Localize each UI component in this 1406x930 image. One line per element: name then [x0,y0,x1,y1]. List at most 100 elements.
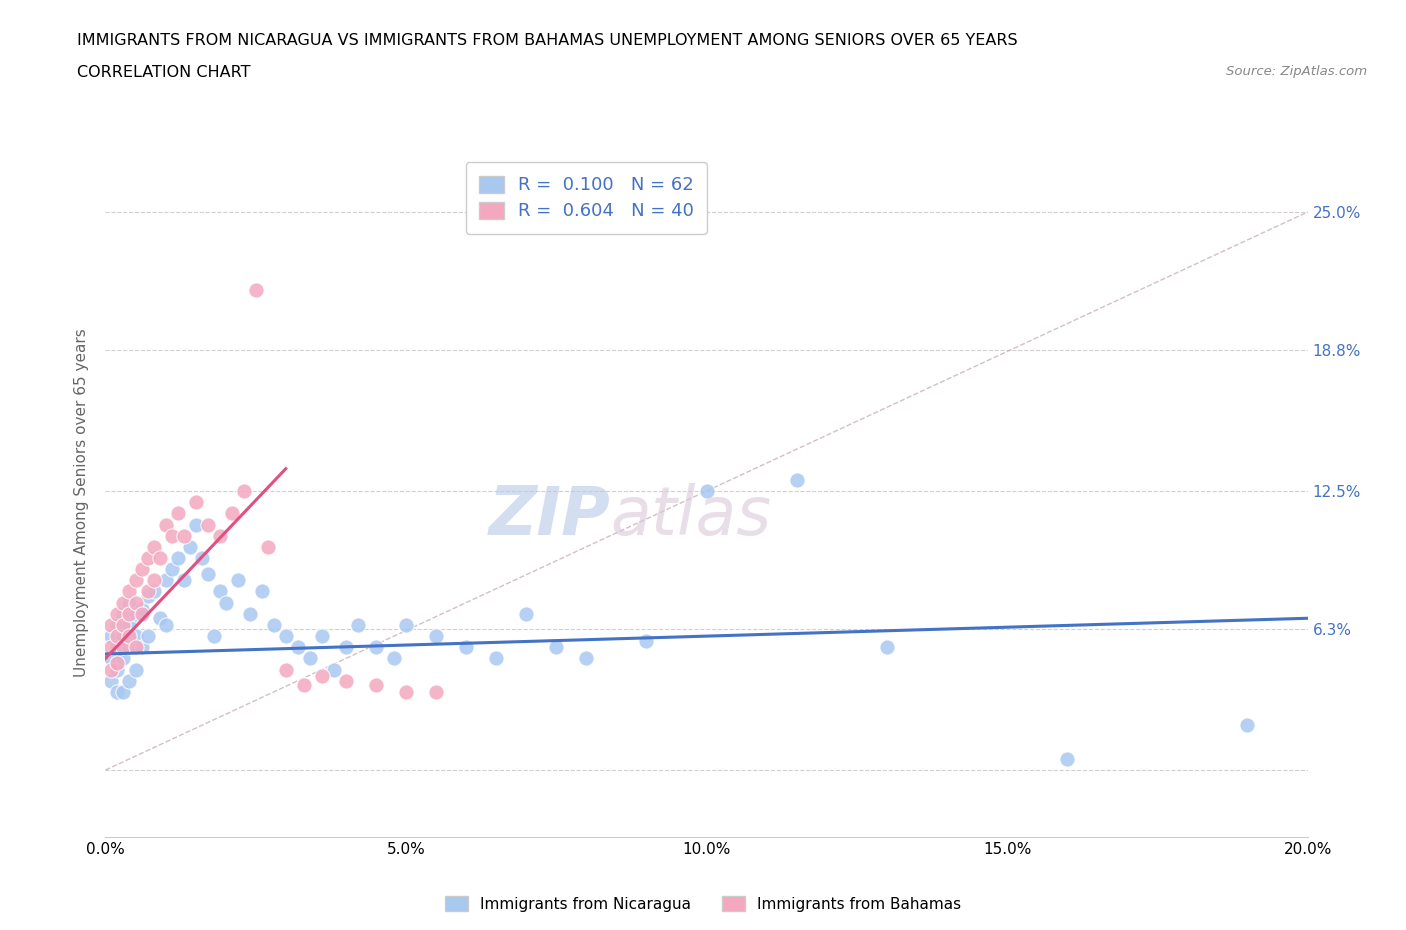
Point [184,495,207,510]
Point [382,651,405,666]
Point [454,640,477,655]
Point [425,684,447,699]
Point [208,528,231,543]
Point [112,640,135,655]
Legend: R =  0.100   N = 62, R =  0.604   N = 40: R = 0.100 N = 62, R = 0.604 N = 40 [465,163,707,233]
Point [107,656,129,671]
Point [118,673,141,688]
Point [173,528,195,543]
Text: ZIP: ZIP [488,483,610,549]
Point [274,662,297,677]
Point [124,606,146,621]
Point [232,484,254,498]
Point [155,517,177,532]
Point [124,662,146,677]
Point [1056,751,1078,766]
Point [124,640,146,655]
Point [118,640,141,655]
Point [292,678,315,693]
Point [100,673,122,688]
Point [107,629,129,644]
Point [100,651,122,666]
Point [112,684,135,699]
Point [179,539,201,554]
Point [256,539,278,554]
Y-axis label: Unemployment Among Seniors over 65 years: Unemployment Among Seniors over 65 years [75,328,90,677]
Point [155,573,177,588]
Point [118,618,141,632]
Point [202,629,225,644]
Point [131,640,153,655]
Point [197,566,219,581]
Point [546,640,568,655]
Point [148,611,170,626]
Point [124,595,146,610]
Point [485,651,508,666]
Point [148,551,170,565]
Point [515,606,537,621]
Text: IMMIGRANTS FROM NICARAGUA VS IMMIGRANTS FROM BAHAMAS UNEMPLOYMENT AMONG SENIORS : IMMIGRANTS FROM NICARAGUA VS IMMIGRANTS … [77,33,1018,47]
Point [425,629,447,644]
Point [214,595,236,610]
Point [107,606,129,621]
Point [131,562,153,577]
Point [136,584,159,599]
Point [311,629,333,644]
Point [107,662,129,677]
Point [208,584,231,599]
Point [160,562,183,577]
Point [131,602,153,617]
Point [311,669,333,684]
Text: CORRELATION CHART: CORRELATION CHART [77,65,250,80]
Point [142,573,165,588]
Point [274,629,297,644]
Point [118,606,141,621]
Point [112,651,135,666]
Point [364,678,387,693]
Point [124,573,146,588]
Point [131,606,153,621]
Point [100,640,122,655]
Point [155,618,177,632]
Point [197,517,219,532]
Point [190,551,212,565]
Point [221,506,243,521]
Point [298,651,321,666]
Point [136,629,159,644]
Point [112,618,135,632]
Point [142,584,165,599]
Point [696,484,718,498]
Point [184,517,207,532]
Point [287,640,309,655]
Point [136,551,159,565]
Point [118,595,141,610]
Point [364,640,387,655]
Point [118,629,141,644]
Point [160,528,183,543]
Point [107,618,129,632]
Point [173,573,195,588]
Point [335,673,357,688]
Point [142,539,165,554]
Point [112,595,135,610]
Text: Source: ZipAtlas.com: Source: ZipAtlas.com [1226,65,1367,78]
Point [166,506,188,521]
Point [107,684,129,699]
Text: atlas: atlas [610,483,772,549]
Point [245,283,267,298]
Legend: Immigrants from Nicaragua, Immigrants from Bahamas: Immigrants from Nicaragua, Immigrants fr… [439,889,967,918]
Point [876,640,898,655]
Point [226,573,249,588]
Point [118,584,141,599]
Point [575,651,598,666]
Point [166,551,188,565]
Point [250,584,273,599]
Point [636,633,658,648]
Point [136,589,159,604]
Point [112,606,135,621]
Point [100,662,122,677]
Point [112,629,135,644]
Point [1236,718,1258,733]
Point [100,629,122,644]
Point [322,662,344,677]
